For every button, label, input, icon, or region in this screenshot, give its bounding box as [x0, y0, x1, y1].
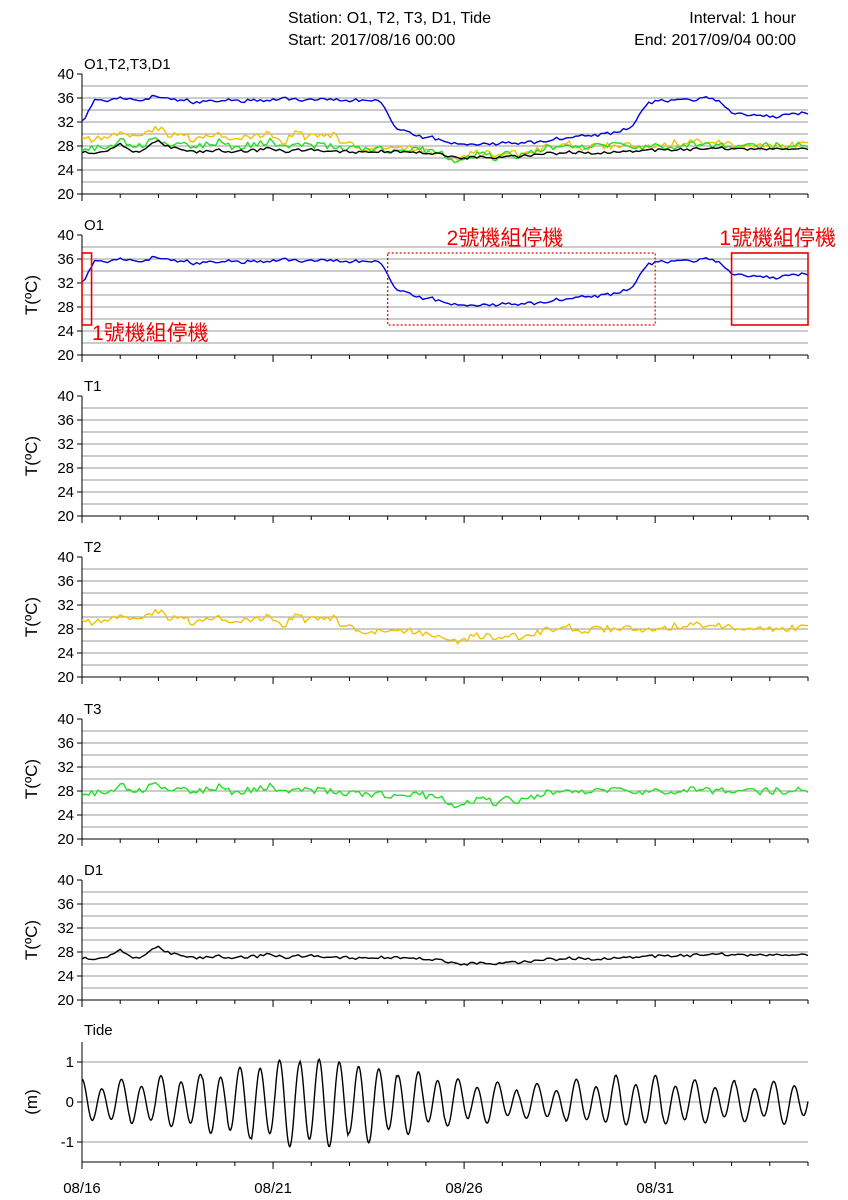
- series-line-O1: [81, 94, 809, 146]
- panel-title: Tide: [84, 1022, 113, 1039]
- y-axis-label: T(ºC): [22, 275, 41, 315]
- header-interval: Interval: 1 hour: [689, 10, 796, 27]
- y-tick-label: 24: [57, 484, 74, 501]
- panel-4: 20 24 28 32 36 40 T3 T(ºC): [22, 701, 809, 848]
- panel-title: O1,T2,T3,D1: [84, 56, 171, 73]
- series-line-D1: [81, 139, 809, 160]
- y-tick-label: 32: [57, 275, 74, 292]
- y-tick-label: 28: [57, 299, 74, 316]
- series-line-T3: [81, 136, 809, 164]
- y-tick-label: 32: [57, 597, 74, 614]
- y-tick-label: 24: [57, 645, 74, 662]
- x-tick-label: 08/21: [254, 1180, 292, 1197]
- annotation-label: 1號機組停機: [719, 227, 836, 250]
- x-tick-label: 08/16: [63, 1180, 101, 1197]
- y-tick-label: 0: [66, 1094, 74, 1111]
- y-tick-label: 32: [57, 436, 74, 453]
- y-tick-label: 20: [57, 669, 74, 686]
- y-tick-label: 28: [57, 138, 74, 155]
- panel-title: T1: [84, 378, 102, 395]
- panel-title: T3: [84, 701, 102, 718]
- header-start: Start: 2017/08/16 00:00: [288, 32, 456, 49]
- panel-0: 20 24 28 32 36 40 O1,T2,T3,D1: [57, 56, 809, 203]
- y-tick-label: 20: [57, 992, 74, 1009]
- y-tick-label: 20: [57, 347, 74, 364]
- panel-title: T2: [84, 539, 102, 556]
- y-tick-label: 28: [57, 783, 74, 800]
- y-tick-label: 36: [57, 90, 74, 107]
- y-axis-label: T(ºC): [22, 597, 41, 637]
- y-tick-label: 36: [57, 251, 74, 268]
- y-tick-label: 40: [57, 227, 74, 244]
- panel-3: 20 24 28 32 36 40 T2 T(ºC): [22, 539, 809, 686]
- x-tick-label: 08/31: [636, 1180, 674, 1197]
- y-tick-label: 36: [57, 573, 74, 590]
- y-axis-label: T(ºC): [22, 436, 41, 476]
- annotation-label: 1號機組停機: [92, 322, 209, 345]
- panel-title: D1: [84, 862, 103, 879]
- annotation-box: [730, 252, 809, 326]
- panel-5: 20 24 28 32 36 40 D1 T(ºC): [22, 862, 809, 1009]
- y-axis-label: (m): [22, 1089, 41, 1114]
- y-tick-label: 1: [66, 1054, 74, 1071]
- y-tick-label: 20: [57, 508, 74, 525]
- y-tick-label: 40: [57, 872, 74, 889]
- y-tick-label: 24: [57, 323, 74, 340]
- y-tick-label: 28: [57, 944, 74, 961]
- y-tick-label: -1: [61, 1134, 74, 1151]
- y-tick-label: 40: [57, 66, 74, 83]
- y-tick-label: 32: [57, 114, 74, 131]
- series-line-D1: [81, 945, 809, 966]
- y-tick-label: 32: [57, 759, 74, 776]
- series-line-O1: [81, 255, 809, 307]
- panel-6: -1 0 1 Tide (m): [22, 1022, 809, 1169]
- y-tick-label: 36: [57, 412, 74, 429]
- header-station: Station: O1, T2, T3, D1, Tide: [288, 10, 492, 27]
- panel-2: 20 24 28 32 36 40 T1 T(ºC): [22, 378, 809, 525]
- y-tick-label: 28: [57, 621, 74, 638]
- y-tick-label: 28: [57, 460, 74, 477]
- y-tick-label: 20: [57, 831, 74, 848]
- y-tick-label: 36: [57, 896, 74, 913]
- y-axis-label: T(ºC): [22, 759, 41, 799]
- panel-title: O1: [84, 217, 104, 234]
- y-tick-label: 24: [57, 968, 74, 985]
- series-line-Tide: [81, 1058, 809, 1148]
- x-tick-label: 08/26: [445, 1180, 483, 1197]
- y-tick-label: 40: [57, 549, 74, 566]
- y-tick-label: 24: [57, 162, 74, 179]
- series-line-T3: [81, 781, 809, 809]
- annotation-label: 2號機組停機: [447, 227, 564, 250]
- annotation-box: [387, 252, 656, 326]
- y-tick-label: 40: [57, 388, 74, 405]
- y-tick-label: 32: [57, 920, 74, 937]
- y-tick-label: 36: [57, 735, 74, 752]
- header-end: End: 2017/09/04 00:00: [634, 32, 796, 49]
- annotation-box: [81, 252, 93, 326]
- y-tick-label: 20: [57, 186, 74, 203]
- panel-1: 20 24 28 32 36 40 O1 T(ºC): [22, 217, 809, 364]
- y-tick-label: 24: [57, 807, 74, 824]
- annotations: 1號機組停機 2號機組停機 1號機組停機: [81, 227, 836, 345]
- series-line-T2: [81, 608, 809, 645]
- y-axis-label: T(ºC): [22, 920, 41, 960]
- y-tick-label: 40: [57, 711, 74, 728]
